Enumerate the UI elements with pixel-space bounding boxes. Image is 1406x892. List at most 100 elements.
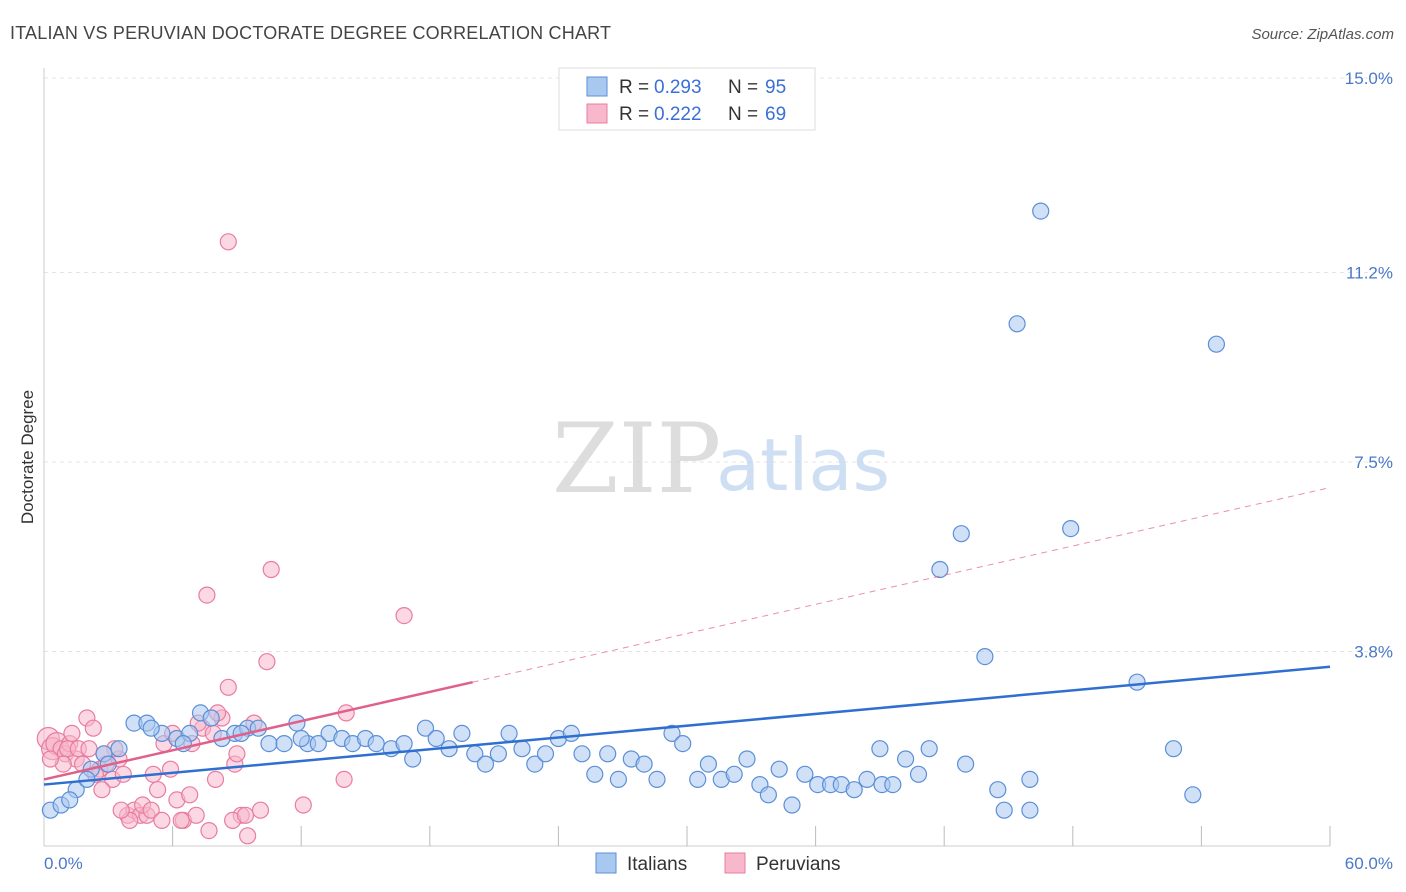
peruvians-point-14 [114,765,132,783]
peruvians-point-34 [239,827,257,845]
legend-r-value-peruvians: 0.222 [654,104,702,125]
italians-point-33 [453,724,471,743]
italians-point-37 [500,724,518,743]
italians-point-85 [1207,335,1226,353]
italians-point-46 [609,770,628,789]
legend-swatch-italians [586,76,608,97]
italians-point-86 [956,755,975,773]
italians-point-53 [699,755,718,773]
italians-point-70 [909,765,928,783]
peruvians-point-22 [161,760,180,778]
peruvians-point-54 [228,745,246,763]
peruvians-point-41 [335,770,353,789]
italians-point-44 [586,765,604,783]
italians-point-55 [725,765,743,783]
italians-point-40 [536,745,555,763]
italians-trend-line [43,665,1331,786]
italians-point-80 [1021,801,1039,819]
italians-point-17 [260,734,278,753]
legend-n-value-italians: 95 [765,77,786,98]
italians-point-51 [674,734,692,753]
peruvians-point-25 [181,786,199,804]
italians-point-28 [395,734,413,753]
peruvians-point-58 [112,801,130,819]
italians-point-74 [952,525,970,543]
italians-point-5 [110,740,128,758]
italians-point-42 [562,724,580,743]
italians-point-69 [896,750,915,768]
y-axis-label: Doctorate Degree [18,390,37,524]
peruvians-point-59 [172,811,190,830]
watermark: ZIP atlas [552,403,890,515]
italians-point-93 [292,729,310,748]
italians-point-73 [931,560,949,579]
peruvians-point-57 [93,781,111,799]
italians-point-60 [783,796,801,814]
italians-point-83 [1164,740,1183,758]
legend-r-label-peruvians: R = [619,104,649,125]
peruvians-point-28 [200,821,218,840]
italians-point-87 [142,719,160,737]
legend-n-label-italians: N = [728,77,758,98]
italians-point-36 [489,745,507,763]
italians-point-61 [796,765,814,783]
chart-source: Source: ZipAtlas.com [1251,26,1394,43]
chart-title: ITALIAN VS PERUVIAN DOCTORATE DEGREE COR… [10,23,611,43]
peruvians-trend-extension [472,487,1331,683]
peruvians-point-9 [84,719,102,737]
italians-point-79 [1032,202,1050,220]
italians-points [41,202,1226,819]
italians-point-82 [1128,673,1146,691]
italians-point-56 [738,750,756,768]
watermark-zip: ZIP [552,403,721,515]
italians-point-49 [648,770,666,789]
italians-point-84 [1184,786,1202,804]
italians-point-26 [367,734,385,753]
peruvians-trend-line [43,680,473,781]
italians-point-81 [1062,519,1080,538]
legend-r-value-italians: 0.293 [654,77,702,98]
italians-point-30 [416,719,435,737]
peruvians-point-64 [41,750,60,768]
peruvians-point-29 [206,770,225,789]
peruvians-point-42 [395,606,413,625]
peruvians-point-43 [219,233,237,251]
gridlines [44,77,1392,652]
italians-point-76 [995,801,1013,819]
italians-point-12 [202,709,220,727]
italians-point-29 [404,750,422,768]
peruvians-point-66 [80,740,98,758]
y-tick-label-0: 3.8% [1354,642,1393,661]
italians-point-21 [309,734,327,753]
bottom-legend-swatch-italians [595,852,617,874]
italians-point-50 [663,724,681,743]
italians-point-18 [275,734,293,753]
bottom-legend: Italians Peruvians [595,852,841,875]
legend-r-label-italians: R = [619,77,649,98]
x-tick-label-max: 60.0% [1345,854,1393,873]
bottom-legend-label-italians: Italians [627,854,687,875]
italians-point-31 [427,729,445,748]
peruvians-point-31 [219,678,237,696]
peruvians-point-63 [236,806,255,824]
stats-legend: R = 0.293 N = 95 R = 0.222 N = 69 [558,67,816,131]
bottom-legend-swatch-peruvians [724,852,746,874]
legend-n-label-peruvians: N = [728,104,758,125]
bottom-legend-label-peruvians: Peruvians [756,854,841,875]
peruvians-point-38 [262,560,280,579]
peruvians-point-26 [187,806,205,824]
x-tick-marks [172,826,1331,846]
peruvians-point-65 [63,724,81,743]
italians-point-58 [759,786,778,804]
italians-point-72 [871,740,889,758]
legend-swatch-peruvians [586,103,608,124]
y-tick-label-3: 15.0% [1345,69,1393,88]
peruvians-point-36 [251,801,270,819]
peruvians-point-68 [153,811,171,830]
italians-point-68 [884,775,902,794]
italians-point-78 [1021,770,1039,789]
y-tick-labels: 3.8% 7.5% 11.2% 15.0% [1345,69,1393,661]
italians-point-71 [920,740,938,758]
italians-point-45 [599,745,617,763]
